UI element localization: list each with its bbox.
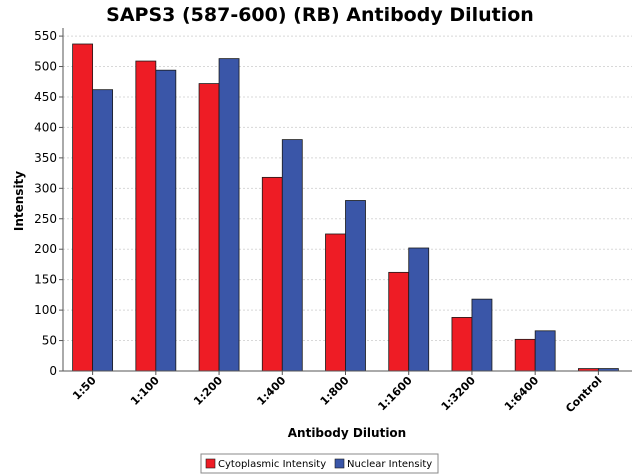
bar-nuclear	[281, 139, 303, 372]
y-tick-label: 200	[34, 242, 57, 256]
bar-nuclear	[408, 247, 430, 372]
legend-swatch	[334, 458, 345, 469]
chart-title: SAPS3 (587-600) (RB) Antibody Dilution	[106, 4, 534, 26]
y-tick-label: 150	[34, 273, 57, 287]
bar-cytoplasmic	[135, 60, 157, 372]
bar-cytoplasmic	[325, 233, 346, 372]
bar-cytoplasmic	[451, 317, 473, 372]
legend-label: Cytoplasmic Intensity	[218, 459, 326, 470]
x-tick-label: 1:6400	[502, 374, 542, 414]
x-tick-label: 1:800	[318, 374, 352, 408]
y-tick-label: 100	[34, 303, 57, 317]
legend-box	[200, 453, 439, 474]
y-tick-label: 50	[42, 334, 57, 348]
x-tick-label: 1:3200	[439, 374, 479, 414]
y-tick-label: 250	[34, 212, 57, 226]
bar-nuclear	[534, 330, 556, 372]
bar-nuclear	[345, 200, 366, 372]
bar-cytoplasmic	[72, 43, 94, 372]
y-tick-label: 0	[49, 364, 57, 378]
bar-nuclear	[155, 69, 177, 372]
legend: Cytoplasmic Intensity Nuclear Intensity	[200, 453, 439, 474]
bar-nuclear	[92, 89, 114, 372]
x-axis-title: Antibody Dilution	[288, 426, 406, 440]
bars	[72, 43, 619, 372]
legend-label: Nuclear Intensity	[347, 459, 432, 470]
x-tick-label: 1:200	[191, 374, 225, 408]
bar-cytoplasmic	[261, 176, 283, 372]
y-tick-labels: 0 50 100 150 200 250 300 350 400 450 500 550	[34, 29, 57, 378]
bar-cytoplasmic	[388, 271, 410, 372]
y-tick-label: 500	[34, 60, 57, 74]
x-tick-label: 1:400	[254, 374, 288, 408]
y-tick-label: 400	[34, 120, 57, 134]
y-tick-label: 450	[34, 90, 57, 104]
x-tick-label: 1:50	[70, 374, 99, 403]
x-tick-label: 1:1600	[375, 374, 415, 414]
bar-cytoplasmic	[198, 83, 220, 372]
y-tick-label: 550	[34, 29, 57, 43]
bar-cytoplasmic	[514, 338, 536, 372]
x-tick-label: Control	[563, 374, 604, 415]
axes	[59, 28, 632, 375]
x-tick-label: 1:100	[128, 374, 162, 408]
y-tick-label: 300	[34, 181, 57, 195]
y-tick-label: 350	[34, 151, 57, 165]
x-tick-labels: 1:50 1:100 1:200 1:400 1:800 1:1600 1:3200 1:64…	[70, 374, 604, 416]
y-axis-title: Intensity	[12, 171, 26, 231]
bar-nuclear	[471, 298, 493, 372]
legend-swatch	[205, 458, 216, 469]
bar-nuclear	[218, 58, 240, 372]
